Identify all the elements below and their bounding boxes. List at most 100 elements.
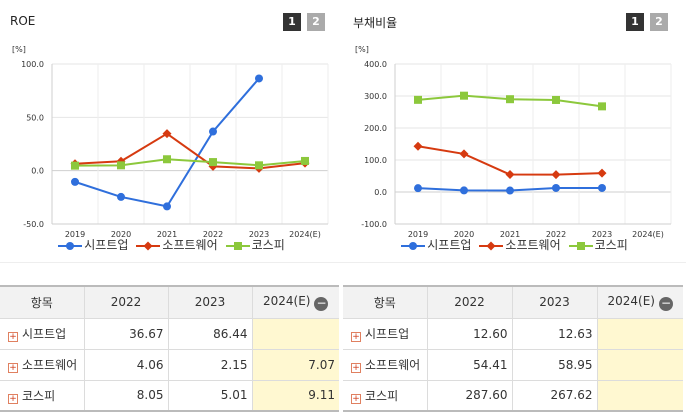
data-point bbox=[71, 177, 79, 186]
table-row: + 코스피 287.60 267.62 bbox=[343, 379, 683, 412]
roe-title: ROE bbox=[10, 14, 36, 28]
row-label[interactable]: + 코스피 bbox=[343, 379, 427, 412]
column-header-item: 항목 bbox=[0, 285, 84, 319]
y-tick-label: 300.0 bbox=[364, 92, 387, 101]
data-point bbox=[460, 186, 468, 195]
plus-box-icon[interactable]: + bbox=[351, 363, 361, 373]
data-point bbox=[163, 155, 171, 164]
debt-ratio-chart: [%] 400.0 300.0 200.0 100.0 0.0 -100.0 2019 2020… bbox=[355, 45, 672, 239]
y-tick-label: -100.0 bbox=[361, 220, 387, 229]
diamond-marker-icon bbox=[479, 241, 504, 251]
debt-ratio-table: 항목 2022 2023 2024(E) − + 시프트업 12.60 12.63 … bbox=[343, 285, 683, 412]
cell-2024e bbox=[596, 379, 683, 412]
table-header-row: 항목 2022 2023 2024(E) − bbox=[0, 285, 339, 319]
diamond-marker-icon bbox=[136, 241, 161, 251]
y-tick-label: 200.0 bbox=[364, 124, 387, 133]
table-header-row: 항목 2022 2023 2024(E) − bbox=[343, 285, 683, 319]
legend-label: 시프트업 bbox=[427, 238, 472, 252]
table-row: + 코스피 8.05 5.01 9.11 bbox=[0, 379, 339, 412]
x-tick-label: 2022 bbox=[203, 230, 223, 239]
plus-box-icon[interactable]: + bbox=[8, 332, 18, 342]
x-tick-label: 2021 bbox=[500, 230, 520, 239]
data-point bbox=[506, 95, 514, 104]
data-point bbox=[597, 168, 607, 178]
row-label[interactable]: + 소프트웨어 bbox=[343, 348, 427, 381]
y-tick-label: 50.0 bbox=[26, 113, 44, 122]
plus-box-icon[interactable]: + bbox=[8, 393, 18, 404]
section-divider bbox=[0, 262, 686, 263]
minus-circle-icon[interactable]: − bbox=[658, 295, 673, 311]
y-tick-label: 100.0 bbox=[21, 60, 44, 69]
page-2-button[interactable]: 2 bbox=[650, 13, 668, 31]
data-point bbox=[255, 74, 263, 83]
legend-item: 소프트웨어 bbox=[136, 236, 218, 253]
cell-2024e bbox=[596, 317, 683, 350]
debt-ratio-panel: 부채비율 1 2 [%] 400.0 300.0 200.0 100.0 0.0 -100.… bbox=[343, 0, 686, 413]
debt-ratio-title: 부채비율 bbox=[353, 16, 398, 30]
data-point bbox=[598, 183, 606, 192]
column-header-2023: 2023 bbox=[167, 285, 252, 319]
data-point bbox=[71, 161, 79, 170]
x-tick-label: 2024(E) bbox=[289, 230, 321, 239]
y-tick-label: 0.0 bbox=[374, 188, 387, 197]
data-point bbox=[117, 192, 125, 201]
x-tick-label: 2019 bbox=[65, 230, 85, 239]
cell-2023: 58.95 bbox=[511, 348, 597, 381]
data-point bbox=[255, 161, 263, 170]
row-label[interactable]: + 소프트웨어 bbox=[0, 348, 84, 381]
data-point bbox=[459, 149, 469, 159]
legend-label: 소프트웨어 bbox=[505, 238, 561, 252]
x-tick-label: 2023 bbox=[249, 230, 269, 239]
cell-2023: 267.62 bbox=[511, 379, 597, 412]
column-header-2023: 2023 bbox=[511, 285, 597, 319]
page-1-button[interactable]: 1 bbox=[626, 13, 644, 31]
cell-2023: 12.63 bbox=[511, 317, 597, 350]
x-tick-label: 2021 bbox=[157, 230, 177, 239]
data-point bbox=[163, 202, 171, 211]
data-point bbox=[552, 183, 560, 192]
x-tick-label: 2022 bbox=[546, 230, 566, 239]
cell-2023: 86.44 bbox=[167, 317, 252, 350]
legend-label: 코스피 bbox=[251, 238, 285, 252]
legend-item: 코스피 bbox=[225, 236, 285, 253]
column-header-2022: 2022 bbox=[83, 285, 168, 319]
square-marker-icon bbox=[225, 242, 250, 250]
table-row: + 시프트업 12.60 12.63 bbox=[343, 317, 683, 350]
table-row: + 소프트웨어 4.06 2.15 7.07 bbox=[0, 348, 339, 381]
data-point bbox=[413, 141, 423, 151]
column-header-2024e: 2024(E) − bbox=[596, 285, 683, 319]
legend-item: 시프트업 bbox=[401, 236, 471, 253]
data-point bbox=[209, 127, 217, 136]
legend-item: 코스피 bbox=[568, 236, 628, 253]
plus-box-icon[interactable]: + bbox=[8, 363, 18, 373]
page-2-button[interactable]: 2 bbox=[307, 13, 325, 31]
plus-box-icon[interactable]: + bbox=[351, 332, 361, 342]
x-tick-label: 2023 bbox=[592, 230, 612, 239]
series-line bbox=[74, 77, 260, 208]
legend-label: 시프트업 bbox=[84, 238, 129, 252]
row-label[interactable]: + 시프트업 bbox=[0, 317, 84, 350]
minus-circle-icon[interactable]: − bbox=[314, 295, 329, 311]
y-tick-label: 0.0 bbox=[31, 167, 44, 176]
roe-panel: ROE 1 2 [%] 100.0 50.0 0.0 -50.0 2019 2020 2021… bbox=[10, 13, 329, 253]
series-line bbox=[74, 132, 306, 170]
row-label[interactable]: + 시프트업 bbox=[343, 317, 427, 350]
x-tick-label: 2020 bbox=[111, 230, 131, 239]
cell-2022: 54.41 bbox=[426, 348, 512, 381]
x-tick-label: 2020 bbox=[454, 230, 474, 239]
page-1-button[interactable]: 1 bbox=[283, 13, 301, 31]
legend-label: 코스피 bbox=[594, 238, 628, 252]
x-tick-label: 2024(E) bbox=[632, 230, 664, 239]
data-point bbox=[117, 161, 125, 170]
plus-box-icon[interactable]: + bbox=[351, 393, 361, 404]
table-row: + 시프트업 36.67 86.44 bbox=[0, 317, 339, 350]
data-point bbox=[162, 129, 172, 139]
cell-2022: 8.05 bbox=[83, 379, 168, 412]
cell-2022: 287.60 bbox=[426, 379, 512, 412]
debt-ratio-legend: 시프트업 소프트웨어 코스피 bbox=[343, 236, 686, 253]
y-tick-label: -50.0 bbox=[23, 220, 44, 229]
cell-2022: 36.67 bbox=[83, 317, 168, 350]
cell-2022: 12.60 bbox=[426, 317, 512, 350]
row-label[interactable]: + 코스피 bbox=[0, 379, 84, 412]
x-tick-label: 2019 bbox=[408, 230, 428, 239]
